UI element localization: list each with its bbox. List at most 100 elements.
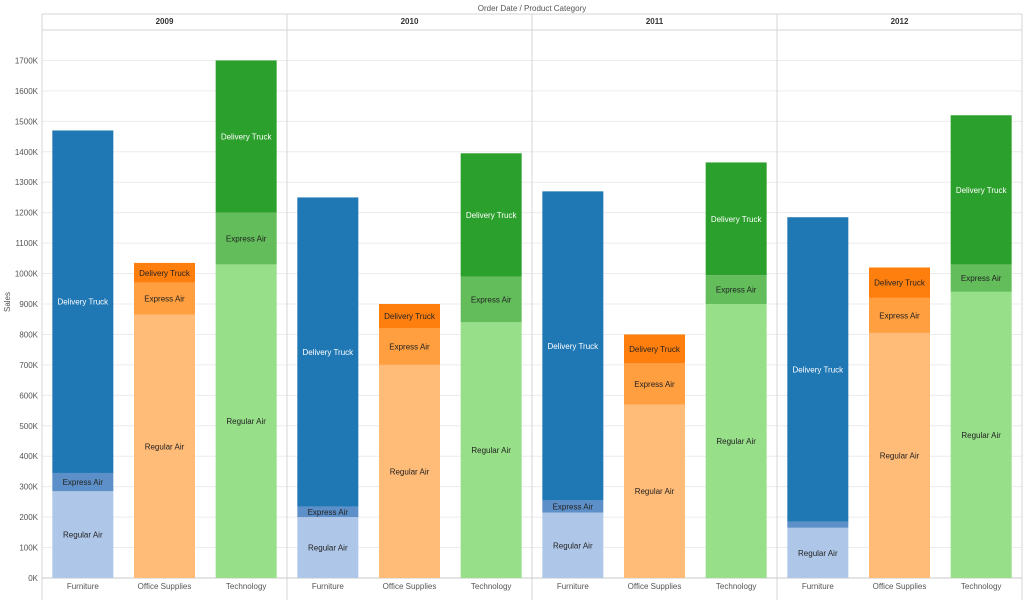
bar-segment-office-supplies-regular-air	[624, 404, 685, 578]
bar-segment-technology-regular-air	[950, 291, 1012, 578]
y-tick-label: 1300K	[15, 178, 39, 187]
year-header-2012: 2012	[891, 17, 909, 26]
segment-label: Regular Air	[961, 431, 1001, 440]
segment-label: Express Air	[308, 508, 349, 517]
segment-label: Regular Air	[716, 437, 756, 446]
chart-title: Order Date / Product Category	[478, 4, 587, 13]
bar-segment-technology-express-air	[215, 212, 277, 265]
bar-segment-office-supplies-delivery-truck	[624, 334, 685, 364]
category-label: Technology	[716, 582, 756, 591]
segment-label: Regular Air	[635, 487, 675, 496]
category-label: Furniture	[67, 582, 100, 591]
segment-label: Regular Air	[145, 442, 185, 451]
bar-segment-furniture-delivery-truck	[297, 197, 359, 507]
bar-segment-office-supplies-delivery-truck	[134, 262, 195, 283]
y-tick-label: 1000K	[15, 270, 39, 279]
segment-label: Regular Air	[880, 451, 920, 460]
bar-segment-technology-regular-air	[705, 304, 767, 578]
bar-segment-office-supplies-express-air	[624, 363, 685, 405]
segment-label: Express Air	[144, 295, 185, 304]
pane-frames	[41, 13, 1023, 600]
bar-segment-office-supplies-express-air	[869, 297, 930, 333]
segment-label: Express Air	[634, 380, 675, 389]
segment-label: Express Air	[553, 502, 594, 511]
bar-segment-technology-delivery-truck	[705, 162, 767, 276]
bar-segment-technology-delivery-truck	[215, 60, 277, 213]
bar-segment-furniture-express-air	[52, 472, 114, 492]
bar-segment-furniture-delivery-truck	[542, 191, 604, 501]
category-label: Office Supplies	[873, 582, 927, 591]
segment-label: Delivery Truck	[221, 133, 273, 142]
year-header-2010: 2010	[401, 17, 419, 26]
y-tick-label: 900K	[19, 300, 38, 309]
segment-labels: Regular Air Express Air Delivery Truck Regu…	[57, 133, 1007, 558]
bar-segment-office-supplies-express-air	[134, 282, 195, 315]
bar-segment-furniture-regular-air	[542, 512, 604, 578]
segment-label: Delivery Truck	[466, 211, 518, 220]
bar-segment-office-supplies-express-air	[379, 328, 440, 365]
segment-label: Express Air	[389, 343, 430, 352]
segment-label: Delivery Truck	[711, 215, 763, 224]
segment-label: Regular Air	[308, 544, 348, 553]
segment-label: Delivery Truck	[956, 186, 1008, 195]
segment-label: Express Air	[961, 274, 1002, 283]
bar-segment-technology-regular-air	[215, 264, 277, 578]
segment-label: Delivery Truck	[629, 345, 681, 354]
segment-label: Delivery Truck	[792, 365, 844, 374]
bar-segment-technology-express-air	[460, 276, 522, 323]
segment-label: Delivery Truck	[384, 312, 436, 321]
segment-label: Regular Air	[798, 549, 838, 558]
segment-label: Express Air	[716, 286, 757, 295]
segment-label: Express Air	[879, 311, 920, 320]
bar-segment-furniture-express-air	[787, 521, 849, 528]
segment-label: Regular Air	[226, 417, 266, 426]
bars	[52, 60, 1012, 578]
category-label: Technology	[961, 582, 1001, 591]
bar-segment-technology-delivery-truck	[460, 153, 522, 277]
y-tick-label: 400K	[19, 452, 38, 461]
category-label: Furniture	[312, 582, 345, 591]
y-tick-label: 1400K	[15, 148, 39, 157]
y-tick-label: 1500K	[15, 117, 39, 126]
category-label: Furniture	[557, 582, 590, 591]
bar-segment-technology-express-air	[950, 264, 1012, 292]
bar-segment-furniture-regular-air	[52, 491, 114, 578]
segment-label: Regular Air	[63, 531, 103, 540]
segment-label: Express Air	[63, 478, 104, 487]
year-header-2009: 2009	[156, 17, 174, 26]
category-label: Furniture	[802, 582, 835, 591]
bar-segment-furniture-regular-air	[787, 527, 849, 578]
segment-label: Express Air	[471, 295, 512, 304]
y-tick-label: 1700K	[15, 56, 39, 65]
bar-segment-furniture-express-air	[297, 506, 359, 518]
bar-segment-furniture-regular-air	[297, 517, 359, 578]
y-tick-label: 100K	[19, 544, 38, 553]
segment-label: Express Air	[226, 235, 267, 244]
y-tick-label: 700K	[19, 361, 38, 370]
y-tick-label: 1100K	[15, 239, 38, 248]
category-label: Office Supplies	[383, 582, 437, 591]
bar-segment-technology-regular-air	[460, 322, 522, 578]
segment-label: Regular Air	[471, 446, 511, 455]
segment-label: Regular Air	[390, 467, 430, 476]
category-label: Office Supplies	[628, 582, 682, 591]
bar-segment-office-supplies-delivery-truck	[379, 304, 440, 329]
category-label: Technology	[471, 582, 511, 591]
axes: 0K 100K 200K 300K 400K 500K 600K 700K 800K 900K 10…	[15, 17, 1002, 591]
bar-segment-office-supplies-regular-air	[379, 364, 440, 578]
segment-label: Delivery Truck	[57, 298, 109, 307]
y-tick-label: 1200K	[15, 209, 39, 218]
y-tick-label: 300K	[19, 483, 38, 492]
bar-segment-office-supplies-regular-air	[134, 314, 195, 578]
segment-label: Delivery Truck	[139, 269, 191, 278]
bar-segment-technology-delivery-truck	[950, 115, 1012, 265]
y-tick-label: 1600K	[15, 87, 39, 96]
segment-label: Delivery Truck	[874, 279, 926, 288]
bar-segment-furniture-express-air	[542, 500, 604, 513]
bar-segment-office-supplies-regular-air	[869, 332, 930, 578]
segment-label: Delivery Truck	[547, 342, 599, 351]
bar-segment-technology-express-air	[705, 275, 767, 304]
bar-segment-furniture-delivery-truck	[787, 217, 849, 522]
bar-segment-furniture-delivery-truck	[52, 130, 114, 473]
